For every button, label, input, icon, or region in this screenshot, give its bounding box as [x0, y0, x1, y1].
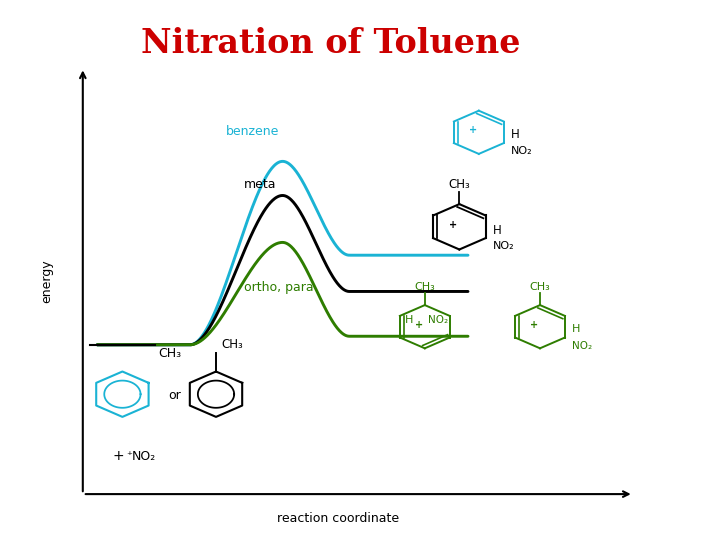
Text: NO₂: NO₂	[132, 450, 156, 463]
Text: NO₂: NO₂	[492, 241, 514, 251]
Text: +: +	[113, 449, 129, 463]
Text: CH₃: CH₃	[415, 281, 435, 292]
Text: NO₂: NO₂	[428, 315, 449, 325]
Text: reaction coordinate: reaction coordinate	[277, 512, 400, 525]
Text: NO₂: NO₂	[572, 341, 593, 350]
Text: +: +	[415, 320, 423, 329]
Text: H: H	[511, 129, 520, 141]
Text: meta: meta	[244, 178, 276, 191]
Text: Nitration of Toluene: Nitration of Toluene	[141, 27, 521, 60]
Text: +: +	[530, 320, 539, 329]
Text: ⁺: ⁺	[126, 451, 132, 461]
Text: +: +	[469, 125, 477, 135]
Text: or: or	[168, 389, 181, 402]
Text: H: H	[572, 325, 580, 334]
Text: CH₃: CH₃	[530, 281, 550, 292]
Text: ortho, para: ortho, para	[244, 281, 314, 294]
Text: NO₂: NO₂	[511, 146, 533, 156]
Text: CH₃: CH₃	[158, 348, 181, 361]
Text: H: H	[492, 224, 502, 237]
Text: benzene: benzene	[226, 125, 279, 138]
Text: CH₃: CH₃	[449, 178, 470, 191]
Text: CH₃: CH₃	[222, 338, 243, 351]
Text: +: +	[449, 220, 457, 229]
Text: energy: energy	[40, 259, 53, 302]
Text: H: H	[405, 315, 413, 325]
